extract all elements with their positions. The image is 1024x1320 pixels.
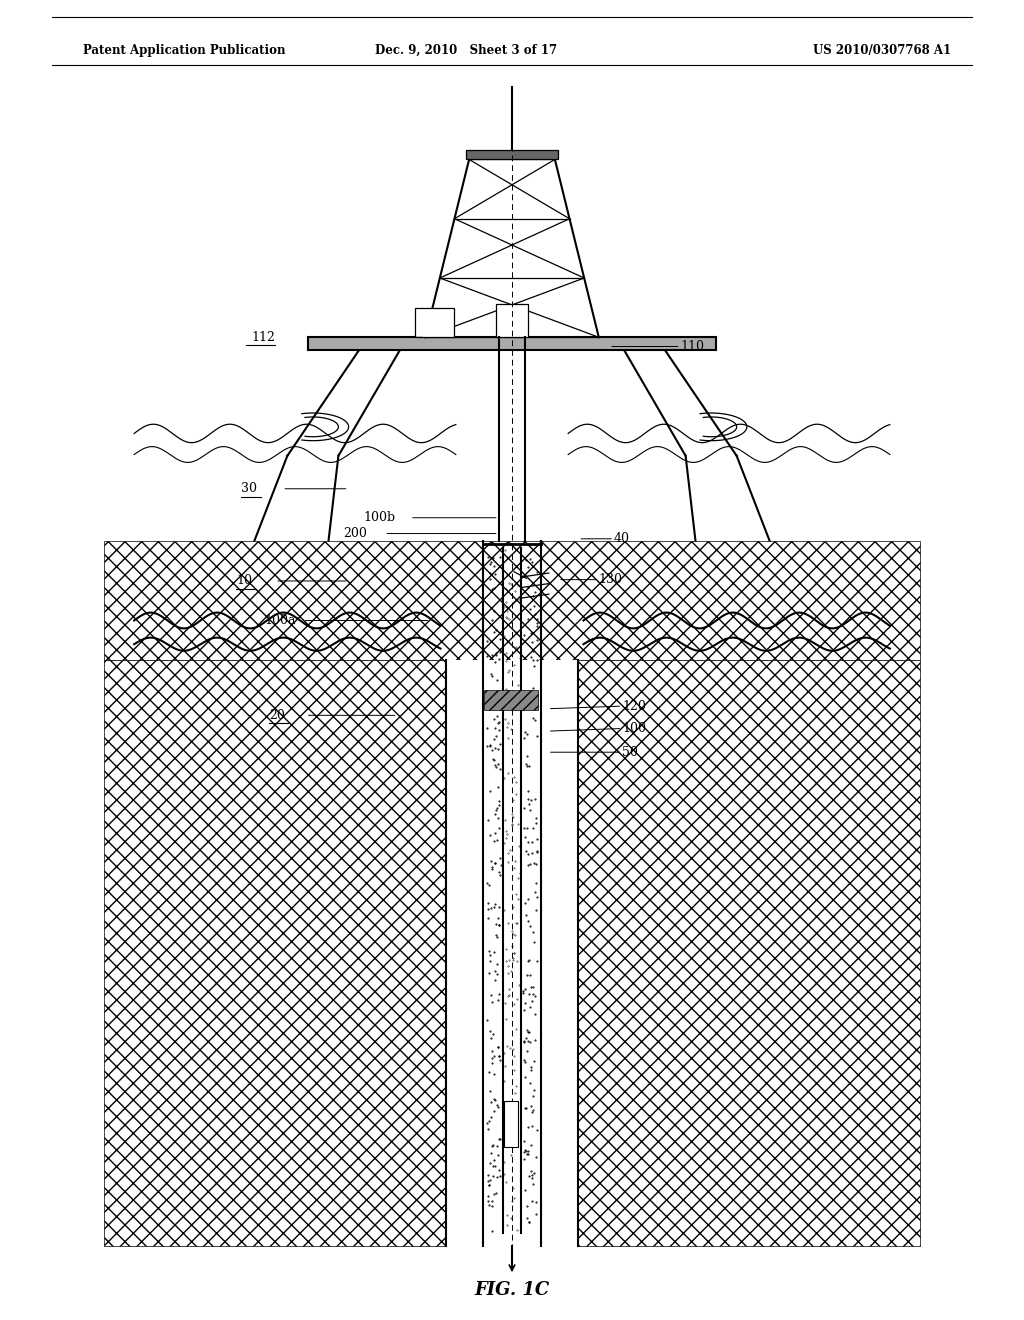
Text: FIG. 1C: FIG. 1C <box>474 1280 550 1299</box>
Bar <box>445 660 579 1246</box>
Bar <box>496 305 528 338</box>
Text: US 2010/0307768 A1: US 2010/0307768 A1 <box>813 44 951 57</box>
Bar <box>579 660 921 1246</box>
Text: 100a: 100a <box>265 614 296 627</box>
Bar <box>504 1101 518 1147</box>
Text: 50: 50 <box>623 746 638 759</box>
Text: 112: 112 <box>251 331 275 343</box>
Text: 130: 130 <box>599 573 623 586</box>
Bar <box>415 309 454 338</box>
Bar <box>103 660 445 1246</box>
Text: 40: 40 <box>614 532 630 545</box>
Text: 10: 10 <box>237 574 252 587</box>
Bar <box>466 150 558 160</box>
Text: 120: 120 <box>623 700 646 713</box>
Text: 100: 100 <box>623 722 646 735</box>
Text: Dec. 9, 2010   Sheet 3 of 17: Dec. 9, 2010 Sheet 3 of 17 <box>375 44 557 57</box>
Text: 100b: 100b <box>364 511 396 524</box>
Text: Patent Application Publication: Patent Application Publication <box>83 44 286 57</box>
Bar <box>103 541 921 660</box>
Bar <box>308 338 716 350</box>
Text: 30: 30 <box>242 482 257 495</box>
Text: 200: 200 <box>343 527 368 540</box>
Bar <box>484 690 538 710</box>
Text: 110: 110 <box>681 341 705 352</box>
Text: 20: 20 <box>269 709 285 722</box>
